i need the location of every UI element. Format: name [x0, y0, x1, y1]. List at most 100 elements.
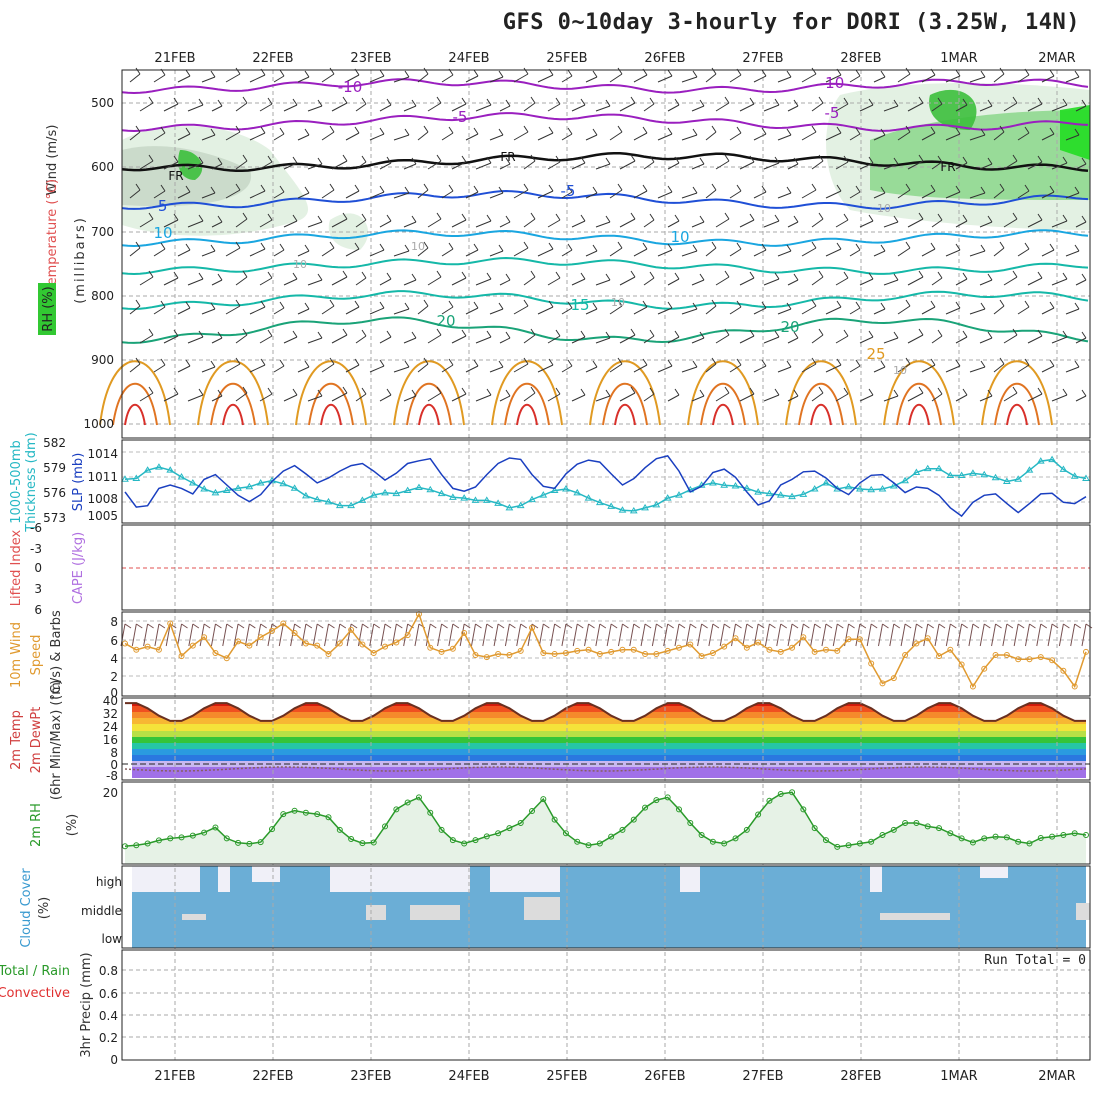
rh2m-line-marker	[755, 811, 762, 818]
wind-barb	[777, 244, 792, 257]
date-label: 24FEB	[448, 1069, 489, 1084]
wind-barb	[345, 126, 360, 141]
wind-barb	[859, 98, 874, 112]
date-label: 1MAR	[940, 51, 977, 66]
contour-label: -10	[338, 78, 363, 96]
wind-barb	[403, 99, 417, 112]
wind-barb	[667, 330, 680, 344]
wind10-barb	[154, 623, 166, 647]
wind-barb	[595, 331, 611, 344]
thickness-line-marker	[822, 479, 830, 486]
convective-contour	[491, 360, 563, 426]
y-tick: 579	[43, 461, 66, 475]
wind-barb	[403, 157, 417, 170]
wind-barb	[369, 301, 385, 315]
wind-barb	[489, 186, 504, 199]
wind-barb	[499, 215, 511, 228]
wind-barb	[465, 243, 479, 257]
wind10-barb	[550, 623, 561, 647]
y-tick: 6	[34, 603, 42, 617]
wind-barb	[595, 389, 611, 402]
wind-barb	[379, 388, 392, 402]
wind-barb	[331, 328, 348, 344]
wind10-barb	[335, 623, 347, 647]
wind10-barb	[1002, 623, 1014, 647]
contour-label: 10	[893, 364, 907, 377]
wind-barb	[1017, 242, 1030, 257]
wind-barb	[921, 358, 936, 373]
wind-barb	[283, 98, 298, 112]
wind-barb	[907, 270, 924, 286]
date-label: 23FEB	[350, 51, 391, 66]
temperature-contour	[121, 189, 1089, 210]
y-tick: -8	[106, 769, 118, 783]
wind10-barb	[764, 623, 776, 647]
wind-barb	[225, 357, 241, 373]
wind-barb	[427, 96, 442, 112]
cloud-high	[490, 866, 560, 892]
wind-barb	[235, 154, 248, 170]
wind-barb	[1041, 243, 1055, 257]
wind-barb	[585, 244, 598, 257]
wind-barb	[259, 213, 273, 228]
wind-barb	[451, 329, 467, 344]
wind-barb	[283, 156, 298, 170]
date-label: 22FEB	[252, 51, 293, 66]
wind-barb	[297, 360, 310, 373]
wind-barb	[163, 97, 179, 112]
wind-barb	[259, 329, 273, 344]
wind-barb	[321, 67, 335, 83]
wind10-barb	[697, 623, 708, 647]
wind-barb	[297, 128, 310, 141]
wind-barb	[153, 126, 166, 141]
wind10-line-marker	[890, 675, 897, 682]
ylabel-temp2m-2: 2m DewPt	[29, 707, 44, 774]
wind-barb	[273, 127, 285, 141]
wind-barb	[859, 156, 874, 170]
wind-barb	[739, 387, 755, 402]
y-tick: 0.4	[99, 1009, 118, 1023]
wind-barb	[489, 302, 504, 315]
wind-barb	[475, 214, 492, 228]
wind-barb	[465, 69, 479, 83]
wind-barb	[561, 359, 573, 373]
wind-barb	[379, 272, 392, 286]
ylabel-temp2m-3: (6hr Min/Max) (°C)	[49, 680, 64, 800]
wind-barb	[1027, 213, 1043, 228]
wind-barb	[691, 99, 705, 112]
wind10-axis: 8 6 4 2 0 10m Wind Speed (m/s) & Barbs	[9, 610, 118, 700]
ylabel-wind10-1: 10m Wind	[9, 622, 24, 688]
wind-barb	[273, 243, 285, 257]
cloud-middle	[182, 914, 206, 920]
wind-barb	[177, 243, 191, 257]
wind-barb	[595, 99, 611, 112]
contour-label: -5	[825, 104, 840, 122]
wind10-barb	[143, 623, 154, 647]
wind-barb	[657, 127, 673, 141]
wind-barb	[513, 241, 529, 257]
wind-barb	[753, 243, 767, 257]
convective-contour	[504, 382, 550, 426]
dewpoint-curve	[124, 766, 1087, 772]
wind-barb	[931, 155, 943, 170]
wind-barb	[907, 212, 924, 228]
wind-barb	[561, 69, 573, 83]
wind-barb	[619, 96, 636, 112]
wind-barb	[979, 157, 993, 170]
bottom-date-axis: 21FEB 22FEB 23FEB 24FEB 25FEB 26FEB 27FE…	[154, 1069, 1075, 1084]
wind-barb	[1003, 386, 1018, 402]
wind-barb	[825, 126, 842, 141]
temperature-mask	[125, 699, 1086, 721]
ylabel-li: Lifted Index	[9, 529, 24, 606]
wind10-line-marker	[936, 653, 943, 660]
y-tick: 20	[103, 786, 118, 800]
y-tick: 600	[91, 160, 114, 174]
y-tick: 573	[43, 511, 66, 525]
contour-label: FR	[940, 160, 955, 174]
wind10-line-marker	[235, 638, 242, 645]
y-tick: 576	[43, 486, 66, 500]
temperature-bands	[124, 699, 1087, 778]
wind-barb	[633, 358, 648, 373]
wind-barb	[729, 68, 742, 83]
wind-barb	[979, 331, 993, 344]
